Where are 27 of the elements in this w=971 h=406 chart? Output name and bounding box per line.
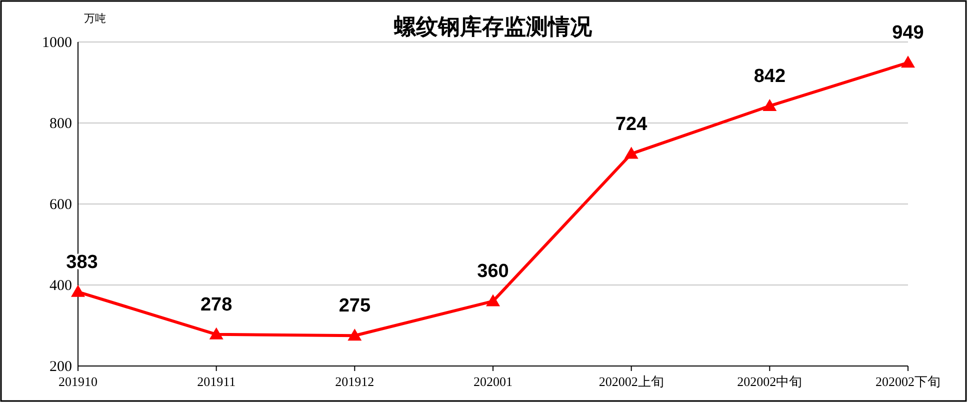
y-tick-label: 200 <box>50 359 72 375</box>
x-tick-label: 202002中旬 <box>737 374 802 389</box>
x-tick-label: 202001 <box>474 374 512 389</box>
x-tick-label: 202002上旬 <box>598 374 664 389</box>
chart-title: 螺纹钢库存监测情况 <box>393 14 593 39</box>
point <box>209 327 224 340</box>
point <box>624 146 638 159</box>
x-tick-label: 201912 <box>335 374 374 389</box>
y-tick-label: 600 <box>50 197 72 213</box>
point <box>901 56 915 68</box>
point <box>486 294 500 306</box>
data-label: 360 <box>477 261 509 282</box>
x-tick-label: 202002下旬 <box>876 374 940 389</box>
data-label: 275 <box>338 296 371 317</box>
y-axis-title: 万吨 <box>84 12 106 25</box>
data-label: 949 <box>892 22 924 44</box>
point <box>762 98 777 111</box>
x-tick-label: 201911 <box>197 374 236 389</box>
data-label: 278 <box>200 294 232 316</box>
data-label: 842 <box>754 66 786 87</box>
point <box>71 284 85 297</box>
y-tick-label: 400 <box>50 278 72 294</box>
x-tick-label: 201910 <box>58 374 98 389</box>
point <box>348 328 362 341</box>
y-tick-label: 1000 <box>42 35 72 51</box>
data-label: 724 <box>615 114 648 135</box>
y-tick-label: 800 <box>50 116 72 132</box>
